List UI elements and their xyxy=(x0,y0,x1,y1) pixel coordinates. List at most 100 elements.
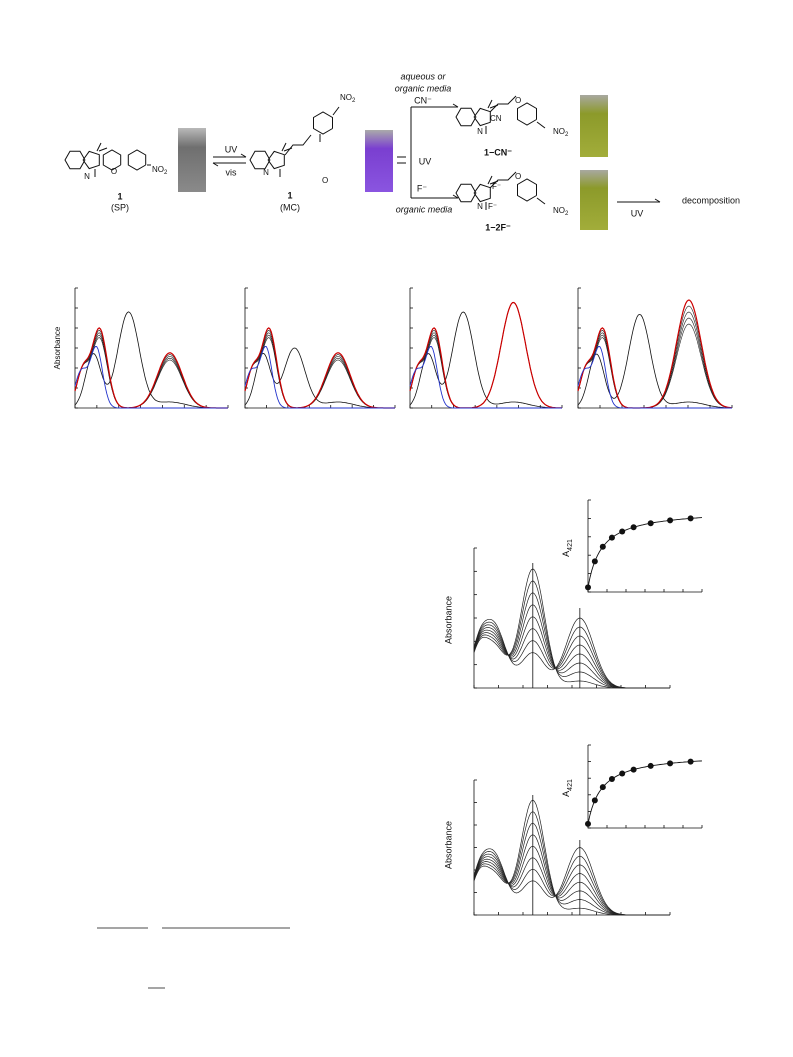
spectrum xyxy=(74,332,228,409)
spectrum xyxy=(409,302,563,409)
point xyxy=(687,515,694,522)
point xyxy=(599,543,606,550)
spectrum xyxy=(473,580,670,689)
spectrum xyxy=(473,624,670,689)
nitro: NO xyxy=(340,93,352,102)
atom: N xyxy=(84,172,90,181)
condition: aqueous or xyxy=(400,71,446,81)
inset-y-title: A421 xyxy=(561,539,573,557)
y-axis-title: Absorbance xyxy=(443,596,453,644)
product: decomposition xyxy=(682,195,740,205)
bond xyxy=(82,150,100,170)
atom: CN xyxy=(490,114,502,123)
vial-sp xyxy=(178,128,206,192)
atom: N xyxy=(477,202,483,211)
bond xyxy=(455,107,477,127)
bond xyxy=(332,106,340,116)
spectrum xyxy=(577,305,733,409)
compound-number: 1 xyxy=(287,190,292,200)
spectrum xyxy=(577,323,733,409)
arrows xyxy=(212,103,661,203)
spectrum xyxy=(74,311,228,409)
spectrum xyxy=(409,302,563,409)
point xyxy=(619,770,626,777)
bond xyxy=(517,102,537,126)
inset-y-sub: 421 xyxy=(567,539,574,551)
axis xyxy=(577,288,732,409)
spectrum xyxy=(409,301,563,409)
compound-tag: (SP) xyxy=(111,202,129,212)
point xyxy=(647,520,654,527)
fit xyxy=(587,517,703,588)
point xyxy=(647,762,654,769)
spectrum xyxy=(409,302,563,409)
anion: CN⁻ xyxy=(414,95,432,105)
spectrum xyxy=(409,311,562,409)
spectrum xyxy=(473,845,670,916)
bond xyxy=(249,150,271,170)
spectrum xyxy=(74,329,228,409)
nitro-sub: 2 xyxy=(565,211,569,217)
spectrum xyxy=(74,327,228,409)
point xyxy=(599,784,606,791)
bond xyxy=(127,149,147,171)
marker-line xyxy=(532,563,581,688)
bond xyxy=(313,111,333,135)
spectrum xyxy=(577,346,732,409)
bond xyxy=(267,150,285,170)
nitro: NO xyxy=(553,206,565,215)
spectrum xyxy=(409,302,563,409)
axis xyxy=(473,780,670,916)
vial-mc xyxy=(365,130,393,192)
spectrum xyxy=(244,347,395,409)
point xyxy=(630,524,637,531)
bond xyxy=(473,183,491,203)
fit xyxy=(587,760,703,824)
nitro: NO2 xyxy=(152,165,168,175)
condition: organic media xyxy=(396,204,453,214)
point xyxy=(585,584,591,591)
bond xyxy=(489,95,517,113)
nitro: NO2 xyxy=(553,127,569,137)
nitro: NO xyxy=(152,165,164,174)
bond xyxy=(517,178,537,202)
point xyxy=(619,528,626,535)
nitro-sub: 2 xyxy=(352,98,356,104)
atom: N xyxy=(263,168,269,177)
compound-tag: (MC) xyxy=(280,202,300,212)
anion: F⁻ xyxy=(417,183,427,193)
bond xyxy=(281,142,293,152)
point xyxy=(687,758,694,765)
spectrum xyxy=(244,327,395,409)
spectrum xyxy=(473,851,670,916)
point xyxy=(585,820,591,827)
spectrum xyxy=(577,311,733,409)
bond xyxy=(284,134,312,156)
atom: O xyxy=(515,96,521,105)
vial-cn xyxy=(580,95,608,157)
spectrum xyxy=(473,811,670,916)
compound-label: 1−CN⁻ xyxy=(484,147,512,157)
point xyxy=(608,775,615,782)
y-axis-title: Absorbance xyxy=(443,821,453,869)
rules xyxy=(97,927,290,989)
inset-y-title: A421 xyxy=(561,779,573,797)
nitro: NO2 xyxy=(553,206,569,216)
spectrum xyxy=(473,568,670,689)
bond xyxy=(455,183,477,203)
spectrum xyxy=(244,332,395,409)
bond xyxy=(487,99,499,109)
inset-y-title: A xyxy=(561,791,571,797)
bond xyxy=(489,171,517,189)
atom: F⁻ xyxy=(488,202,497,211)
marker-line xyxy=(532,795,581,915)
condition: organic media xyxy=(395,83,452,93)
bond xyxy=(102,149,122,171)
y-axis-title: Absorbance xyxy=(53,326,62,369)
atom: N xyxy=(477,127,483,136)
inset-y-sub: 421 xyxy=(567,779,574,791)
bond xyxy=(64,150,86,170)
uv: UV xyxy=(419,156,432,166)
point xyxy=(608,534,615,541)
